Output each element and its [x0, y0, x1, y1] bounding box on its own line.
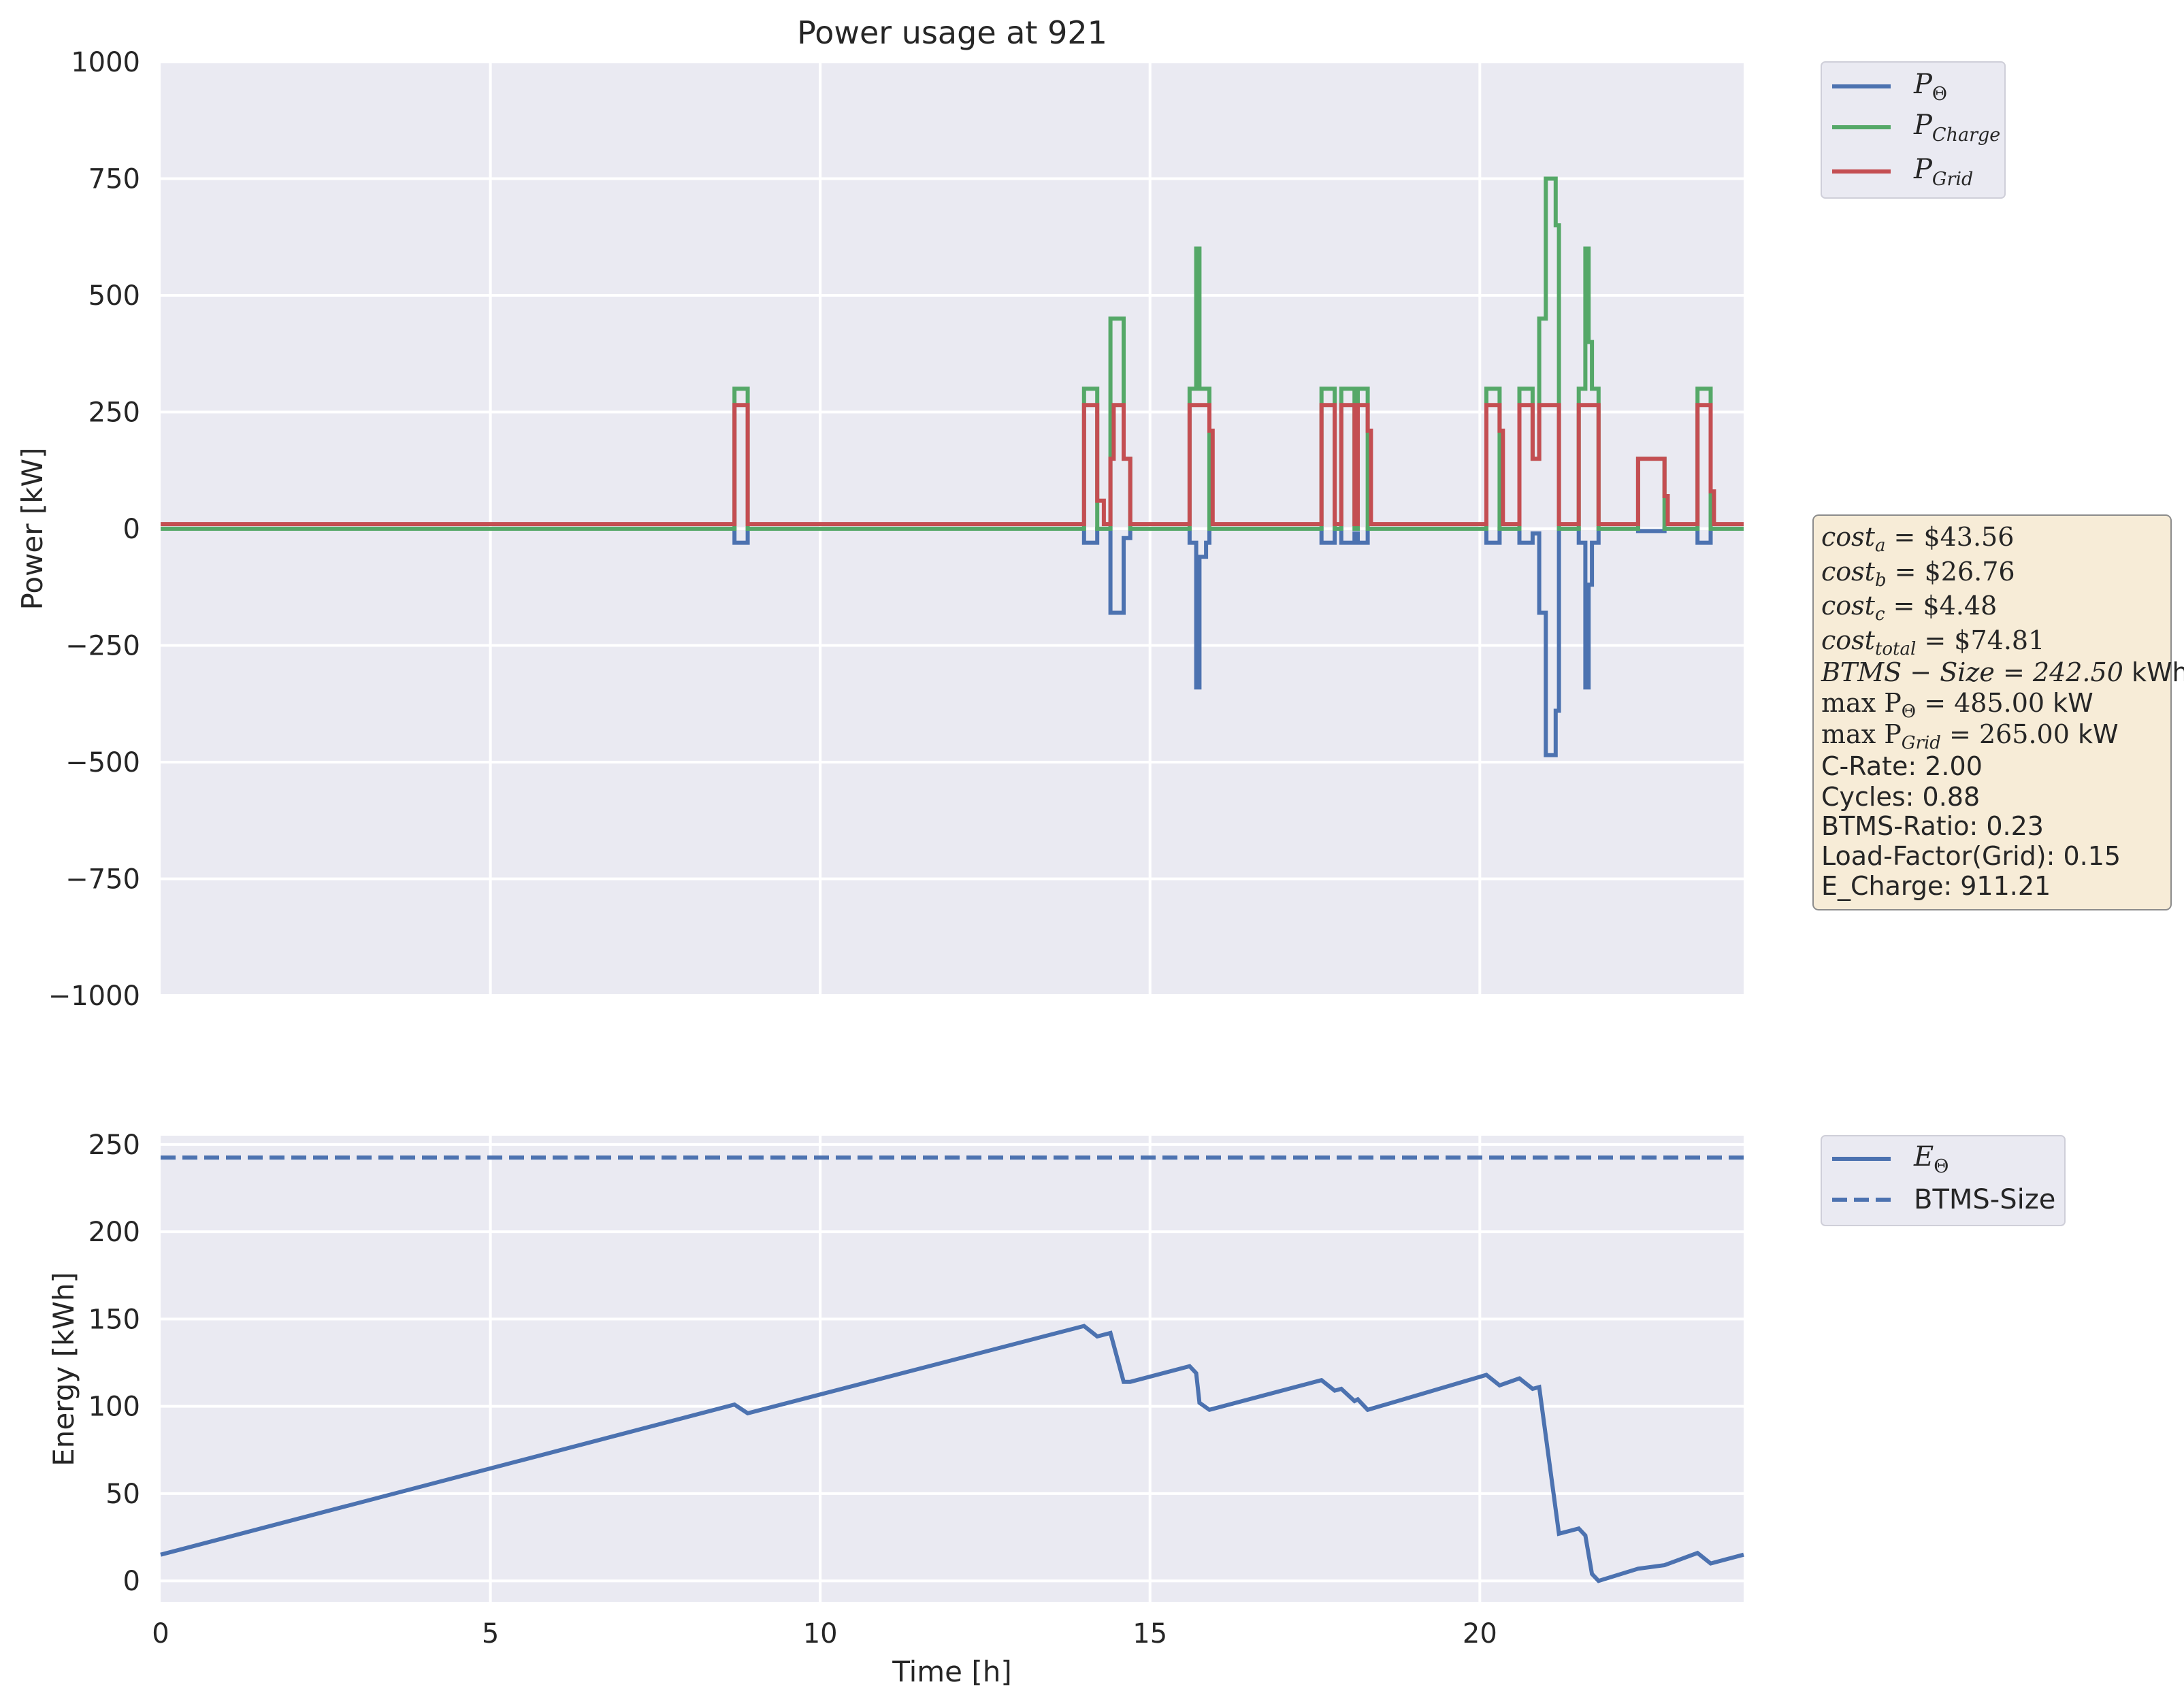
energy-y-tick-label: 50 — [105, 1479, 140, 1510]
x-axis-label: Time [h] — [892, 1655, 1012, 1688]
energy-series — [160, 1155, 1744, 1583]
x-tick-label: 20 — [1463, 1618, 1497, 1649]
legend-entry-p-charge: PCharge — [1832, 110, 2000, 146]
energy-y-tick-label: 200 — [88, 1217, 140, 1248]
info-load-factor: Load-Factor(Grid): 0.15 — [1821, 841, 2121, 871]
energy-x-tick-labels: 0 5 10 15 20 — [152, 1618, 1497, 1649]
power-legend: PΘ PCharge PGrid — [1821, 61, 2006, 199]
energy-y-tick-label: 150 — [88, 1304, 140, 1335]
power-y-tick-label: 250 — [88, 397, 140, 429]
power-chart: Power usage at 921 1000 750 500 250 0 −250 −50… — [16, 14, 1744, 1012]
x-tick-label: 0 — [152, 1618, 169, 1649]
legend-label-p-theta: PΘ — [1913, 69, 1947, 105]
legend-entry-e-theta: EΘ — [1832, 1141, 1949, 1177]
energy-gridlines — [161, 1136, 1744, 1602]
energy-chart: 250 200 150 100 50 0 0 5 10 15 20 Energy [kWh] Ti… — [47, 1130, 1744, 1688]
info-e-charge: E_Charge: 911.21 — [1821, 871, 2051, 901]
x-tick-label: 5 — [482, 1618, 499, 1649]
energy-y-tick-label: 250 — [88, 1130, 140, 1161]
info-box-background — [1812, 514, 2172, 910]
legend-entry-p-grid: PGrid — [1832, 154, 1973, 190]
e-theta-line — [160, 1324, 1744, 1583]
info-max-p-theta: max PΘ = 485.00 kW — [1821, 688, 2093, 722]
power-y-tick-label: 0 — [123, 514, 140, 545]
info-cost-b: costb = $26.76 — [1821, 557, 2015, 591]
info-cycles: Cycles: 0.88 — [1821, 782, 1980, 812]
info-btms-ratio: BTMS-Ratio: 0.23 — [1821, 811, 2044, 841]
p-charge-line — [161, 176, 1744, 531]
power-legend-box — [1821, 61, 2006, 199]
power-y-tick-labels: 1000 750 500 250 0 −250 −500 −750 −1000 — [48, 47, 140, 1012]
info-c-rate: C-Rate: 2.00 — [1821, 751, 1983, 781]
info-cost-c: costc = $4.48 — [1821, 591, 1997, 625]
power-y-tick-label: −750 — [65, 864, 140, 896]
legend-entry-p-theta: PΘ — [1832, 69, 1947, 105]
info-max-p-grid: max PGrid = 265.00 kW — [1821, 719, 2119, 753]
energy-axes-background — [161, 1136, 1744, 1602]
p-theta-line — [161, 527, 1744, 757]
energy-y-tick-label: 100 — [88, 1392, 140, 1423]
power-y-tick-label: 500 — [88, 280, 140, 312]
energy-legend: EΘ BTMS-Size — [1821, 1135, 2066, 1226]
power-y-tick-label: −500 — [65, 747, 140, 778]
power-y-tick-label: 1000 — [71, 47, 140, 78]
power-series — [161, 176, 1744, 757]
p-grid-line — [161, 403, 1744, 527]
info-cost-total: costtotal = $74.81 — [1821, 625, 2044, 659]
info-cost-a: costa = $43.56 — [1821, 522, 2014, 556]
legend-entry-btms-size: BTMS-Size — [1832, 1184, 2055, 1215]
legend-label-e-theta: EΘ — [1913, 1141, 1949, 1177]
power-y-tick-label: −1000 — [48, 981, 140, 1012]
energy-y-axis-label: Energy [kWh] — [47, 1272, 80, 1466]
x-tick-label: 15 — [1132, 1618, 1167, 1649]
legend-label-p-charge: PCharge — [1913, 110, 2000, 146]
chart-title: Power usage at 921 — [797, 14, 1107, 51]
power-y-axis-label: Power [kW] — [16, 448, 49, 610]
legend-label-p-grid: PGrid — [1913, 154, 1973, 190]
info-btms-size: BTMS − Size = 242.50 kWh — [1821, 657, 2184, 687]
x-tick-label: 10 — [803, 1618, 838, 1649]
power-y-tick-label: −250 — [65, 631, 140, 662]
power-y-tick-label: 750 — [88, 164, 140, 195]
info-box: costa = $43.56 costb = $26.76 costc = $4… — [1812, 514, 2184, 910]
energy-y-tick-label: 0 — [123, 1566, 140, 1597]
legend-label-btms-size: BTMS-Size — [1914, 1184, 2055, 1215]
energy-y-tick-labels: 250 200 150 100 50 0 — [88, 1130, 140, 1597]
